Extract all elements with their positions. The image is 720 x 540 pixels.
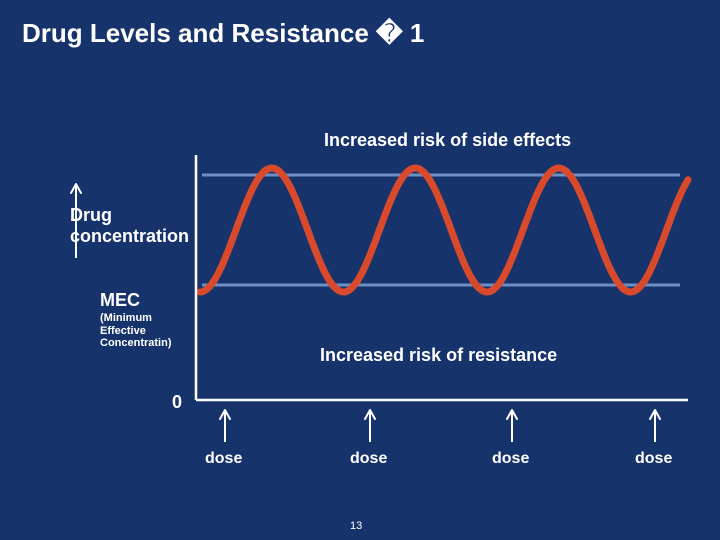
chart-svg bbox=[60, 150, 700, 460]
page-number: 13 bbox=[350, 520, 362, 532]
slide: Drug Levels and Resistance � 1 Increased… bbox=[0, 0, 720, 540]
top-risk-label: Increased risk of side effects bbox=[324, 130, 571, 151]
slide-title: Drug Levels and Resistance � 1 bbox=[22, 18, 424, 49]
